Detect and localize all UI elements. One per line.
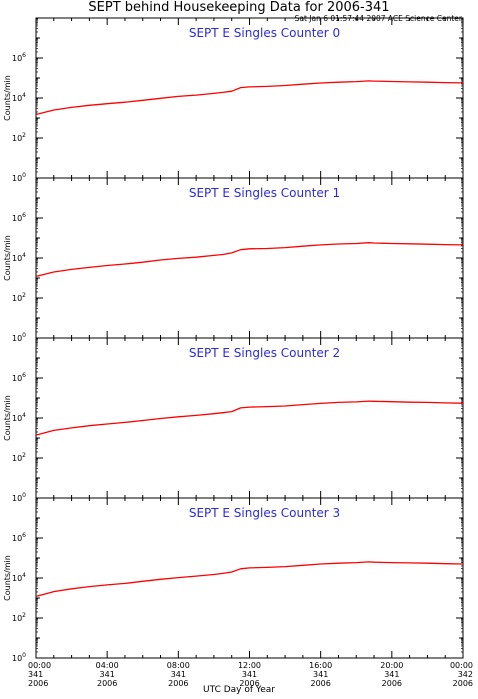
y-tick-label: 100 <box>12 172 26 183</box>
y-tick-label: 104 <box>12 92 26 103</box>
x-tick-label-time: 12:00 <box>238 661 261 670</box>
x-tick-label-time: 04:00 <box>96 661 119 670</box>
x-tick-label-year: 2006 <box>310 679 330 688</box>
y-axis-label: Counts/min <box>3 395 12 441</box>
y-tick-label: 102 <box>12 452 26 463</box>
y-tick-label: 106 <box>12 52 26 63</box>
y-tick-label: 102 <box>12 612 26 623</box>
x-tick-label-doy: 341 <box>384 670 399 679</box>
counts-series-line <box>35 80 464 116</box>
y-tick-label: 104 <box>12 412 26 423</box>
panel-frame <box>35 17 464 179</box>
y-tick-label: 106 <box>12 372 26 383</box>
x-tick-label-doy: 341 <box>313 670 328 679</box>
x-tick-label-year: 2006 <box>453 679 473 688</box>
x-tick-label-year: 2006 <box>239 679 259 688</box>
x-tick-label-year: 2006 <box>168 679 188 688</box>
panel-title: SEPT E Singles Counter 0 <box>189 26 340 40</box>
counts-series-line <box>35 242 464 278</box>
panel-title: SEPT E Singles Counter 2 <box>189 346 340 360</box>
y-tick-label: 102 <box>12 292 26 303</box>
x-tick-label-doy: 342 <box>458 670 473 679</box>
counts-series-line <box>35 561 464 598</box>
x-tick-label-time: 08:00 <box>167 661 190 670</box>
counts-series-line <box>35 400 464 436</box>
y-tick-label: 102 <box>12 132 26 143</box>
x-tick-label-year: 2006 <box>28 679 48 688</box>
x-tick-label-doy: 341 <box>171 670 186 679</box>
y-tick-label: 104 <box>12 572 26 583</box>
x-axis-label: UTC Day of Year <box>203 685 275 695</box>
x-tick-label-time: 16:00 <box>309 661 332 670</box>
y-axis-label: Counts/min <box>3 75 12 121</box>
y-tick-label: 104 <box>12 252 26 263</box>
page-title: SEPT behind Housekeeping Data for 2006-3… <box>88 0 390 15</box>
x-tick-label-doy: 341 <box>28 670 43 679</box>
x-tick-label-time: 20:00 <box>380 661 403 670</box>
panel-frame <box>35 337 464 499</box>
y-tick-label: 106 <box>12 212 26 223</box>
x-tick-label-doy: 341 <box>100 670 115 679</box>
x-tick-label-doy: 341 <box>242 670 257 679</box>
y-tick-label: 106 <box>12 532 26 543</box>
y-axis-label: Counts/min <box>3 555 12 601</box>
y-tick-label: 100 <box>12 332 26 343</box>
panel-title: SEPT E Singles Counter 3 <box>189 506 340 520</box>
x-tick-label-year: 2006 <box>382 679 402 688</box>
panel-frame <box>35 177 464 339</box>
y-tick-label: 100 <box>12 492 26 503</box>
y-tick-label: 100 <box>12 652 26 663</box>
x-tick-label-year: 2006 <box>97 679 117 688</box>
panel-frame <box>35 497 464 659</box>
panel-title: SEPT E Singles Counter 1 <box>189 186 340 200</box>
x-tick-label-time: 00:00 <box>450 661 473 670</box>
y-axis-label: Counts/min <box>3 235 12 281</box>
x-tick-label-time: 00:00 <box>28 661 51 670</box>
